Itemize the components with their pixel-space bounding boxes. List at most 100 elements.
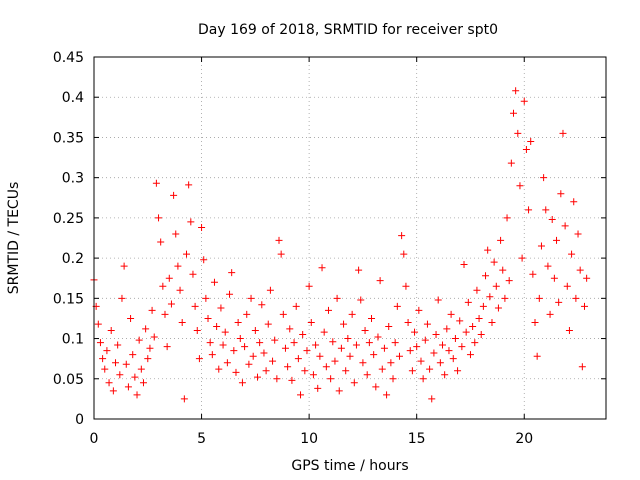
data-point bbox=[150, 333, 158, 341]
data-point bbox=[180, 395, 188, 403]
data-point bbox=[479, 302, 487, 310]
data-point bbox=[139, 379, 147, 387]
y-tick-label: 0.1 bbox=[62, 332, 84, 348]
data-point bbox=[411, 328, 419, 336]
data-point bbox=[434, 296, 442, 304]
data-point bbox=[447, 310, 455, 318]
data-point bbox=[204, 314, 212, 322]
data-point bbox=[529, 270, 537, 278]
data-point bbox=[578, 363, 586, 371]
data-point bbox=[460, 261, 468, 269]
data-point bbox=[441, 371, 449, 379]
data-point bbox=[404, 318, 412, 326]
data-point bbox=[393, 302, 401, 310]
data-point bbox=[157, 238, 165, 246]
data-point bbox=[163, 343, 171, 351]
data-point bbox=[531, 318, 539, 326]
data-point bbox=[129, 351, 137, 359]
data-point bbox=[464, 298, 472, 306]
data-point bbox=[297, 391, 305, 399]
y-tick-label: 0.25 bbox=[53, 211, 84, 227]
data-point bbox=[309, 371, 317, 379]
y-tick-label: 0.15 bbox=[53, 291, 84, 307]
data-point bbox=[322, 363, 330, 371]
data-point bbox=[137, 365, 145, 373]
data-point bbox=[103, 347, 111, 355]
data-point bbox=[170, 191, 178, 199]
data-point bbox=[400, 250, 408, 258]
data-point bbox=[509, 109, 517, 117]
data-point bbox=[144, 355, 152, 363]
data-point bbox=[507, 159, 515, 167]
data-point bbox=[219, 341, 227, 349]
data-point bbox=[178, 318, 186, 326]
data-point bbox=[333, 294, 341, 302]
data-point bbox=[165, 274, 173, 282]
data-point bbox=[544, 262, 552, 270]
data-point bbox=[120, 262, 128, 270]
data-point bbox=[277, 250, 285, 258]
data-point bbox=[174, 262, 182, 270]
data-point bbox=[568, 250, 576, 258]
data-point bbox=[357, 296, 365, 304]
data-point bbox=[307, 318, 315, 326]
data-point bbox=[436, 359, 444, 367]
data-point bbox=[238, 379, 246, 387]
data-point bbox=[131, 373, 139, 381]
data-point bbox=[458, 343, 466, 351]
y-axis-label: SRMTID / TECUs bbox=[6, 182, 22, 295]
data-point bbox=[112, 359, 120, 367]
data-point bbox=[419, 375, 427, 383]
data-point bbox=[391, 339, 399, 347]
data-point bbox=[200, 256, 208, 264]
data-point bbox=[408, 367, 416, 375]
data-point bbox=[462, 328, 470, 336]
data-point bbox=[340, 320, 348, 328]
data-point bbox=[161, 310, 169, 318]
data-point bbox=[101, 365, 109, 373]
data-point bbox=[370, 351, 378, 359]
data-point bbox=[172, 230, 180, 238]
data-point bbox=[380, 344, 388, 352]
data-point bbox=[497, 236, 505, 244]
y-tick-label: 0.45 bbox=[53, 50, 84, 66]
data-point bbox=[535, 294, 543, 302]
data-point bbox=[570, 198, 578, 206]
data-point bbox=[193, 327, 201, 335]
data-point bbox=[443, 325, 451, 333]
data-point bbox=[318, 264, 326, 272]
data-point bbox=[176, 286, 184, 294]
data-point bbox=[385, 322, 393, 330]
data-point bbox=[208, 351, 216, 359]
data-point bbox=[206, 339, 214, 347]
data-point bbox=[191, 302, 199, 310]
data-point bbox=[305, 282, 313, 290]
data-point bbox=[501, 294, 509, 302]
data-point bbox=[488, 318, 496, 326]
x-tick-labels: 0 5 10 15 20 bbox=[90, 431, 534, 447]
data-point bbox=[159, 282, 167, 290]
data-point bbox=[426, 365, 434, 373]
data-point bbox=[284, 363, 292, 371]
data-point bbox=[264, 320, 272, 328]
data-point bbox=[185, 181, 193, 189]
data-point bbox=[439, 341, 447, 349]
data-point bbox=[406, 347, 414, 355]
data-point bbox=[230, 347, 238, 355]
data-point bbox=[363, 371, 371, 379]
data-point bbox=[94, 320, 102, 328]
data-point bbox=[361, 327, 369, 335]
data-point bbox=[271, 336, 279, 344]
data-point bbox=[146, 344, 154, 352]
data-point bbox=[503, 214, 511, 222]
data-point bbox=[187, 218, 195, 226]
data-point bbox=[260, 349, 268, 357]
data-point bbox=[417, 357, 425, 365]
data-point bbox=[471, 339, 479, 347]
data-point bbox=[368, 314, 376, 322]
data-point bbox=[415, 306, 423, 314]
data-point bbox=[247, 294, 255, 302]
data-point bbox=[398, 232, 406, 240]
data-point bbox=[477, 331, 485, 339]
